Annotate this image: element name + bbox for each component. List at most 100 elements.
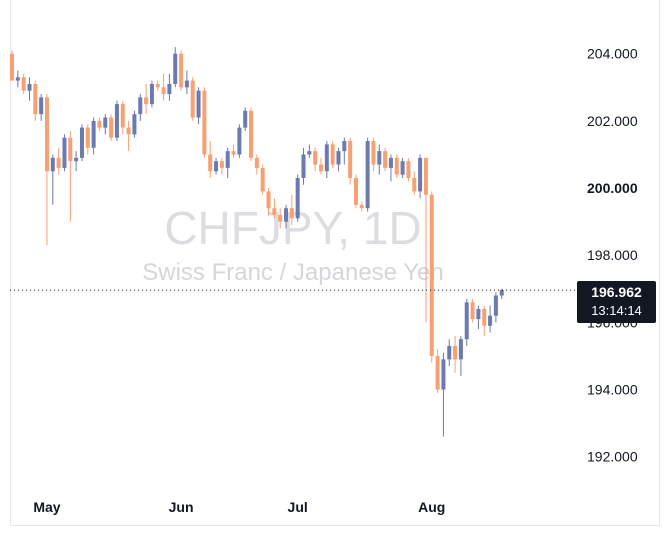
candle-may-2[interactable]	[50, 154, 55, 205]
candle-may-15[interactable]	[103, 114, 108, 135]
candle-apr-25[interactable]	[21, 73, 26, 95]
candle-jun-20[interactable]	[254, 154, 259, 175]
candle-may-23[interactable]	[138, 94, 143, 121]
candle-jul-4[interactable]	[313, 147, 318, 172]
candle-jul-26[interactable]	[406, 157, 411, 182]
candle-may-9[interactable]	[79, 124, 84, 162]
price-axis[interactable]: 204.000202.000200.000198.000196.000194.0…	[587, 46, 638, 465]
candle-aug-5[interactable]	[441, 352, 446, 437]
candle-jul-16[interactable]	[359, 201, 364, 212]
candle-jun-26[interactable]	[278, 208, 283, 229]
candle-jul-17[interactable]	[365, 137, 370, 212]
candle-jul-12[interactable]	[348, 137, 353, 185]
candle-jun-14[interactable]	[231, 144, 236, 158]
candle-jun-17[interactable]	[237, 124, 242, 158]
candle-may-17[interactable]	[114, 100, 119, 142]
candle-may-10[interactable]	[85, 124, 90, 155]
candle-jul-3[interactable]	[307, 144, 312, 158]
candle-may-20[interactable]	[120, 100, 125, 135]
candle-jun-19[interactable]	[249, 107, 254, 162]
y-tick-label: 192.000	[587, 449, 638, 465]
candle-jun-21[interactable]	[260, 164, 265, 195]
candle-may-28[interactable]	[155, 80, 160, 91]
candle-jun-12[interactable]	[219, 157, 224, 175]
candle-aug-6[interactable]	[447, 339, 452, 367]
candle-jul-25[interactable]	[400, 157, 405, 178]
candle-may-30[interactable]	[167, 73, 172, 101]
candle-jul-24[interactable]	[394, 154, 399, 178]
candle-jun-4[interactable]	[184, 70, 189, 95]
candle-jul-10[interactable]	[336, 147, 341, 172]
candle-jun-3[interactable]	[179, 50, 184, 91]
candle-aug-16[interactable]	[493, 292, 498, 323]
candle-jun-24[interactable]	[266, 188, 271, 215]
candle-jun-28[interactable]	[289, 194, 294, 226]
candle-jun-6[interactable]	[196, 87, 201, 125]
candle-body	[155, 83, 160, 88]
candle-jun-11[interactable]	[214, 157, 219, 175]
candle-jul-22[interactable]	[383, 147, 388, 172]
candle-apr-26[interactable]	[27, 77, 32, 101]
candle-may-24[interactable]	[144, 83, 149, 115]
candle-jul-2[interactable]	[301, 147, 306, 185]
candle-body	[179, 53, 184, 88]
candle-jun-10[interactable]	[208, 141, 213, 178]
candle-may-1[interactable]	[44, 94, 49, 246]
candle-body	[103, 117, 108, 128]
candle-body	[190, 80, 195, 118]
candle-aug-1[interactable]	[429, 191, 434, 363]
candle-jun-7[interactable]	[202, 87, 207, 158]
candle-jun-13[interactable]	[225, 147, 230, 178]
candle-jun-5[interactable]	[190, 77, 195, 121]
candle-body	[219, 161, 224, 168]
candle-aug-19[interactable]	[499, 288, 504, 299]
candle-jul-5[interactable]	[318, 157, 323, 175]
candle-jul-23[interactable]	[388, 154, 393, 182]
candle-jul-1[interactable]	[295, 174, 300, 222]
candle-may-31[interactable]	[173, 47, 178, 88]
candle-aug-2[interactable]	[435, 349, 440, 393]
candle-jun-27[interactable]	[284, 204, 289, 229]
candle-jul-31[interactable]	[423, 157, 428, 323]
candle-aug-14[interactable]	[482, 305, 487, 336]
candle-aug-8[interactable]	[458, 335, 463, 377]
candle-may-14[interactable]	[97, 117, 102, 131]
candle-body	[243, 110, 248, 128]
candle-aug-12[interactable]	[470, 298, 475, 323]
candle-jul-30[interactable]	[418, 154, 423, 199]
candle-jul-29[interactable]	[412, 171, 417, 195]
candle-jun-18[interactable]	[243, 107, 248, 131]
candle-apr-30[interactable]	[39, 94, 44, 121]
candle-may-7[interactable]	[68, 130, 73, 222]
candle-may-6[interactable]	[62, 134, 67, 172]
x-tick-label-jul: Jul	[288, 499, 308, 515]
candle-may-27[interactable]	[149, 80, 154, 108]
x-tick-label-aug: Aug	[418, 499, 445, 515]
candle-may-13[interactable]	[91, 117, 96, 155]
candle-may-16[interactable]	[109, 114, 114, 142]
candle-jul-15[interactable]	[353, 174, 358, 209]
candle-apr-23[interactable]	[10, 50, 14, 81]
candle-may-21[interactable]	[126, 120, 131, 152]
candle-aug-7[interactable]	[453, 335, 458, 373]
candle-apr-24[interactable]	[15, 70, 20, 88]
candle-body	[394, 157, 399, 175]
candle-apr-29[interactable]	[33, 80, 38, 121]
candle-aug-9[interactable]	[464, 298, 469, 346]
candle-jul-9[interactable]	[330, 141, 335, 168]
candle-may-3[interactable]	[56, 147, 61, 175]
candle-may-22[interactable]	[132, 110, 137, 138]
candle-jun-25[interactable]	[272, 198, 277, 219]
candle-jul-8[interactable]	[324, 141, 329, 178]
candle-body	[318, 164, 323, 172]
candle-may-29[interactable]	[161, 73, 166, 101]
candle-aug-15[interactable]	[488, 305, 493, 333]
candle-body	[85, 127, 90, 148]
candle-jul-18[interactable]	[371, 137, 376, 172]
candle-aug-13[interactable]	[476, 305, 481, 330]
candle-body	[476, 308, 481, 320]
candle-jul-19[interactable]	[377, 144, 382, 175]
time-axis[interactable]: May Jun Jul Aug	[33, 499, 445, 515]
candle-may-8[interactable]	[74, 151, 79, 172]
candle-jul-11[interactable]	[342, 137, 347, 165]
